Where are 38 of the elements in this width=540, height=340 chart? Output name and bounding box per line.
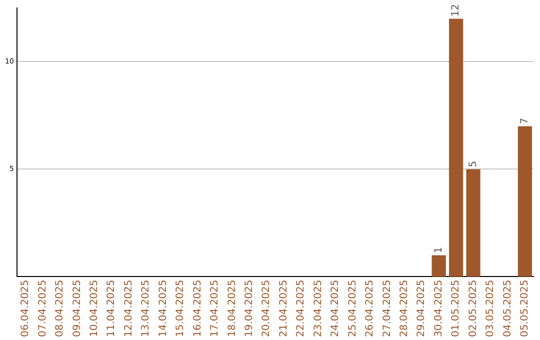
bar [518, 126, 532, 277]
x-tick-label: 30.04.2025 [433, 280, 444, 338]
x-tick-label: 02.05.2025 [468, 280, 479, 338]
x-tick-label: 08.04.2025 [54, 280, 66, 338]
x-tick-label: 16.04.2025 [192, 280, 204, 338]
x-tick-label: 13.04.2025 [140, 280, 152, 338]
x-tick-label: 29.04.2025 [416, 280, 428, 338]
x-tick-label: 04.05.2025 [502, 280, 514, 338]
x-tick-label: 17.04.2025 [210, 280, 221, 338]
x-tick-label: 12.04.2025 [123, 280, 134, 338]
x-tick-label: 15.04.2025 [175, 280, 186, 338]
x-tick-label: 06.04.2025 [20, 280, 32, 338]
x-tick-label: 26.04.2025 [364, 280, 376, 338]
x-tick-label: 05.05.2025 [520, 280, 531, 338]
x-tick-label: 20.04.2025 [261, 280, 272, 338]
x-tick-label: 19.04.2025 [244, 280, 255, 338]
bar [432, 255, 446, 277]
x-tick-label: 23.04.2025 [312, 280, 324, 338]
data-label: 7 [520, 118, 531, 124]
x-tick-label: 07.04.2025 [37, 280, 48, 338]
x-tick-label: 03.05.2025 [485, 280, 496, 338]
x-tick-label: 10.04.2025 [88, 280, 100, 338]
x-tick-label: 01.05.2025 [450, 280, 462, 338]
x-tick-label: 14.04.2025 [158, 280, 169, 338]
x-tick-label: 24.04.2025 [330, 280, 342, 338]
x-tick-label: 22.04.2025 [296, 280, 307, 338]
x-tick-label: 11.04.2025 [106, 280, 118, 338]
x-tick-label: 27.04.2025 [382, 280, 393, 338]
x-tick-label: 28.04.2025 [398, 280, 410, 338]
bar [448, 18, 464, 277]
data-label: 1 [433, 246, 444, 254]
x-tick-label: 25.04.2025 [347, 280, 358, 338]
x-tick-label: 21.04.2025 [278, 280, 290, 338]
data-label: 12 [450, 4, 462, 17]
x-tick-label: 09.04.2025 [72, 280, 83, 338]
data-label: 5 [468, 160, 479, 168]
x-tick-label: 18.04.2025 [226, 280, 238, 338]
bar [466, 169, 480, 277]
